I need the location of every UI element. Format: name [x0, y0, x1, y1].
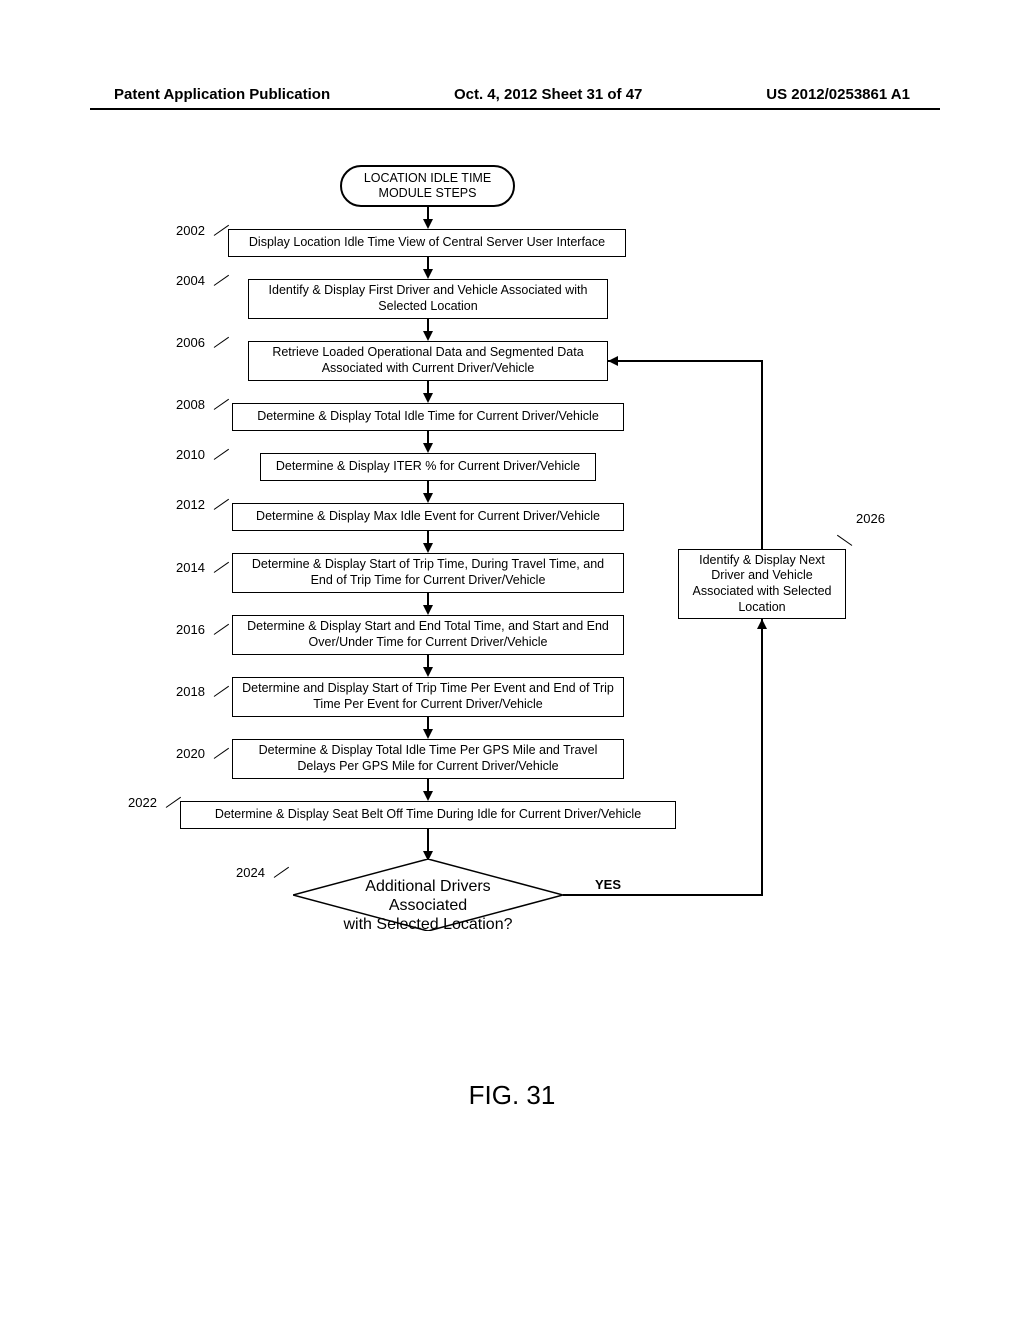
process-text: Determine & Display ITER % for Current D… [276, 459, 580, 475]
process-text: Identify & Display First Driver and Vehi… [257, 283, 599, 314]
process-2006: Retrieve Loaded Operational Data and Seg… [248, 341, 608, 381]
leader-line [214, 748, 229, 759]
ref-2004: 2004 [176, 273, 205, 288]
leader-line [214, 499, 229, 510]
terminator-start: LOCATION IDLE TIME MODULE STEPS [340, 165, 515, 207]
decision-text: Additional Drivers Associated with Selec… [328, 877, 528, 935]
connector [427, 829, 429, 853]
ref-2012: 2012 [176, 497, 205, 512]
leader-line [214, 275, 229, 286]
leader-line [214, 399, 229, 410]
arrow-icon [423, 269, 433, 279]
process-text: Determine and Display Start of Trip Time… [241, 681, 615, 712]
process-text: Identify & Display Next Driver and Vehic… [687, 553, 837, 616]
arrow-icon [423, 605, 433, 615]
process-2018: Determine and Display Start of Trip Time… [232, 677, 624, 717]
ref-2026: 2026 [856, 511, 885, 526]
leader-line [214, 225, 229, 236]
ref-2006: 2006 [176, 335, 205, 350]
process-text: Determine & Display Max Idle Event for C… [256, 509, 600, 525]
ref-2008: 2008 [176, 397, 205, 412]
header-right: US 2012/0253861 A1 [766, 86, 910, 103]
process-text: Determine & Display Total Idle Time for … [257, 409, 599, 425]
arrow-icon [423, 543, 433, 553]
arrow-icon [423, 791, 433, 801]
leader-line [214, 337, 229, 348]
process-text: Determine & Display Total Idle Time Per … [241, 743, 615, 774]
arrow-icon [423, 393, 433, 403]
leader-line [214, 624, 229, 635]
terminator-label: LOCATION IDLE TIME MODULE STEPS [364, 171, 491, 201]
process-2014: Determine & Display Start of Trip Time, … [232, 553, 624, 593]
process-text: Display Location Idle Time View of Centr… [249, 235, 605, 251]
process-2008: Determine & Display Total Idle Time for … [232, 403, 624, 431]
process-2002: Display Location Idle Time View of Centr… [228, 229, 626, 257]
yes-label: YES [595, 877, 621, 892]
ref-2016: 2016 [176, 622, 205, 637]
leader-line [166, 797, 181, 808]
process-2022: Determine & Display Seat Belt Off Time D… [180, 801, 676, 829]
header-left: Patent Application Publication [114, 86, 330, 103]
leader-line [214, 449, 229, 460]
connector [761, 361, 763, 549]
decision-label: Additional Drivers Associated with Selec… [344, 878, 513, 933]
arrow-icon [423, 667, 433, 677]
ref-2014: 2014 [176, 560, 205, 575]
connector [641, 894, 763, 896]
ref-2022: 2022 [128, 795, 157, 810]
ref-2010: 2010 [176, 447, 205, 462]
leader-line [274, 867, 289, 878]
arrow-icon [757, 619, 767, 629]
arrow-icon [608, 356, 618, 366]
process-text: Determine & Display Seat Belt Off Time D… [215, 807, 641, 823]
leader-line [837, 535, 852, 546]
arrow-icon [423, 331, 433, 341]
arrow-icon [423, 219, 433, 229]
arrow-icon [423, 493, 433, 503]
process-2016: Determine & Display Start and End Total … [232, 615, 624, 655]
ref-2002: 2002 [176, 223, 205, 238]
process-2004: Identify & Display First Driver and Vehi… [248, 279, 608, 319]
leader-line [214, 562, 229, 573]
process-2026: Identify & Display Next Driver and Vehic… [678, 549, 846, 619]
arrow-icon [423, 729, 433, 739]
connector [608, 360, 763, 362]
arrow-icon [423, 443, 433, 453]
process-2010: Determine & Display ITER % for Current D… [260, 453, 596, 481]
header-divider [90, 108, 940, 110]
connector [761, 619, 763, 896]
flowchart: LOCATION IDLE TIME MODULE STEPS Display … [0, 165, 1024, 1185]
process-2012: Determine & Display Max Idle Event for C… [232, 503, 624, 531]
connector [563, 894, 641, 896]
header-center: Oct. 4, 2012 Sheet 31 of 47 [454, 86, 642, 103]
process-2020: Determine & Display Total Idle Time Per … [232, 739, 624, 779]
process-text: Retrieve Loaded Operational Data and Seg… [257, 345, 599, 376]
ref-2024: 2024 [236, 865, 265, 880]
figure-caption: FIG. 31 [0, 1080, 1024, 1111]
ref-2018: 2018 [176, 684, 205, 699]
process-text: Determine & Display Start of Trip Time, … [241, 557, 615, 588]
process-text: Determine & Display Start and End Total … [241, 619, 615, 650]
leader-line [214, 686, 229, 697]
ref-2020: 2020 [176, 746, 205, 761]
